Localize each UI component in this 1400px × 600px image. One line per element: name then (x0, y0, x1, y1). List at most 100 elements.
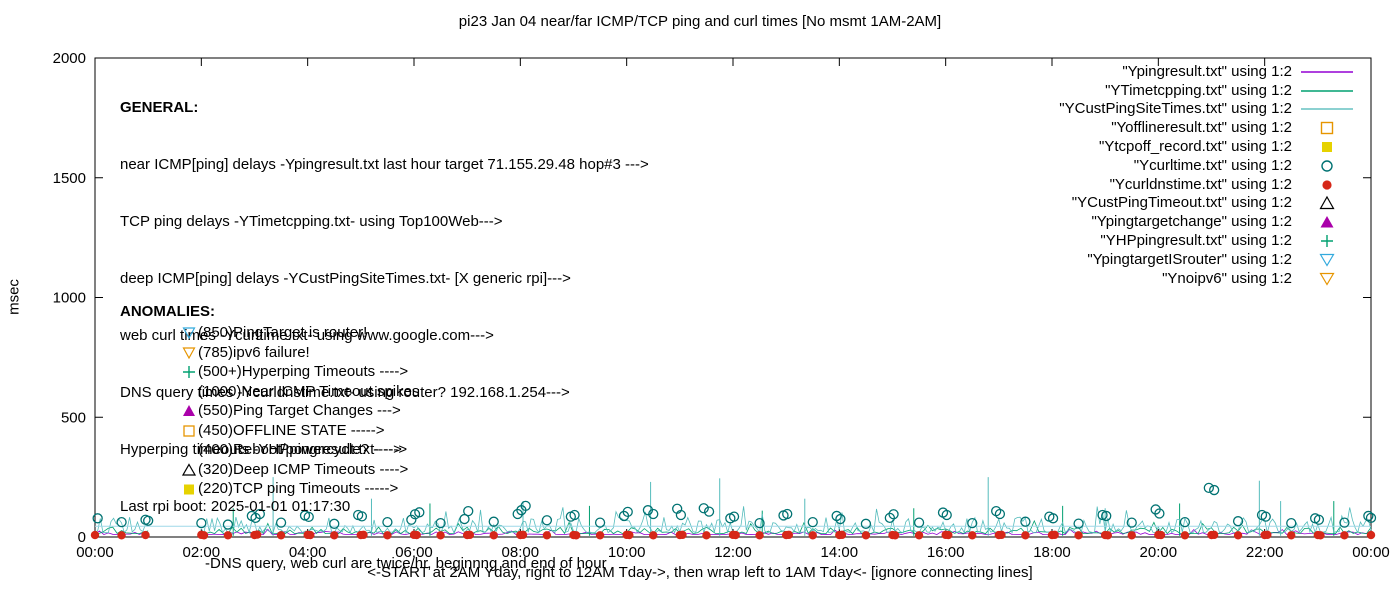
data-point (1260, 511, 1271, 522)
data-point (196, 517, 207, 529)
anomalies-notes: ANOMALIES: (850)PingTarget is router! (7… (120, 303, 419, 499)
anomaly-item: (500+)Hyperping Timeouts ----> (120, 362, 419, 382)
x-tick-label: 08:00 (502, 544, 540, 561)
data-point (968, 531, 977, 540)
data-point (436, 531, 445, 540)
y-tick-label: 2000 (53, 50, 86, 67)
data-point (276, 531, 286, 540)
line-sample-icon (1298, 101, 1356, 116)
x-tick-label: 16:00 (927, 544, 965, 561)
legend-label: "YTimetcpping.txt" using 1:2 (1105, 81, 1292, 99)
triangle-up-filled-icon (1298, 214, 1356, 229)
note-line: TCP ping delays -YTimetcpping.txt- using… (120, 213, 503, 230)
anomaly-item: (450)OFFLINE STATE -----> (120, 421, 419, 441)
legend-item: "Ynoipv6" using 1:2 (1059, 269, 1356, 288)
data-point (303, 511, 314, 523)
data-point (141, 530, 150, 540)
legend-label: "Ycurldnstime.txt" using 1:2 (1109, 175, 1292, 193)
data-point (330, 531, 339, 540)
legend-item: "Ycurldnstime.txt" using 1:2 (1059, 175, 1356, 194)
data-point (1232, 516, 1244, 527)
x-tick-label: 22:00 (1246, 544, 1284, 561)
legend-item: "YCustPingSiteTimes.txt" using 1:2 (1059, 100, 1356, 119)
legend-label: "Ypingtargetchange" using 1:2 (1091, 213, 1292, 231)
data-point (223, 531, 233, 540)
legend-item: "Ypingtargetchange" using 1:2 (1059, 212, 1356, 231)
legend: "Ypingresult.txt" using 1:2 "YTimetcppin… (1059, 62, 1356, 288)
anomaly-label: (550)Ping Target Changes ---> (198, 402, 401, 420)
data-point (252, 530, 262, 539)
line-sample-icon (1298, 83, 1356, 98)
data-point (1339, 517, 1350, 528)
x-tick-label: 00:00 (76, 544, 114, 561)
legend-item: "Ycurltime.txt" using 1:2 (1059, 156, 1356, 175)
legend-label: "YpingtargetISrouter" using 1:2 (1087, 250, 1292, 268)
note-line: deep ICMP[ping] delays -YCustPingSiteTim… (120, 270, 571, 287)
data-point (1366, 530, 1376, 540)
data-point (728, 511, 740, 522)
note-line: Hyperping timeouts -YHPpingresult.txt- -… (120, 441, 408, 458)
data-point (890, 531, 900, 540)
data-point (1233, 531, 1243, 540)
data-point (1316, 531, 1325, 540)
data-point (888, 509, 899, 520)
legend-label: "Yofflineresult.txt" using 1:2 (1111, 119, 1292, 137)
triangle-down-icon (180, 345, 197, 360)
data-point (675, 509, 687, 521)
anomaly-label: (400)Reboot/powercycle? ----> (198, 441, 402, 459)
data-point (356, 511, 368, 522)
data-point (594, 517, 606, 528)
data-point (489, 531, 498, 540)
data-point (306, 530, 315, 540)
data-point (541, 515, 553, 526)
data-point (1363, 510, 1374, 522)
data-point (997, 530, 1006, 540)
triangle-down-icon (1298, 271, 1356, 286)
anomaly-label: (500+)Hyperping Timeouts ----> (198, 363, 409, 381)
data-point (116, 517, 127, 528)
note-line: Last rpi boot: 2025-01-01 01:17:30 (120, 498, 351, 515)
data-point (754, 517, 765, 529)
data-point (1340, 531, 1349, 540)
legend-item: "YCustPingTimeout.txt" using 1:2 (1059, 194, 1356, 213)
circle-icon (1298, 158, 1356, 173)
plus-icon (180, 364, 197, 379)
data-point (1154, 508, 1165, 519)
data-point (1313, 514, 1325, 525)
triangle-down-icon (180, 325, 197, 340)
data-point (678, 530, 687, 540)
anomaly-item: (220)TCP ping Timeouts -----> (120, 479, 419, 499)
line-sample-icon (1298, 64, 1356, 79)
x-axis-caption: <-START at 2AM Yday, right to 12AM Tday-… (367, 564, 1033, 581)
anomaly-item: (850)PingTarget is router! (120, 323, 419, 343)
data-point (435, 517, 446, 529)
data-point (414, 507, 425, 518)
y-tick-label: 500 (61, 409, 86, 426)
data-point (1103, 531, 1113, 540)
data-point (222, 519, 234, 530)
data-point (382, 517, 393, 528)
data-point (488, 516, 499, 527)
data-point (1020, 516, 1031, 527)
square-filled-icon (180, 481, 197, 496)
x-tick-label: 10:00 (608, 544, 646, 561)
data-point (412, 530, 421, 540)
triangle-up-icon (1298, 195, 1356, 210)
data-point (994, 508, 1006, 520)
series-line (94, 506, 1372, 535)
data-point (914, 531, 924, 540)
data-point (944, 530, 953, 540)
legend-label: "Ynoipv6" using 1:2 (1162, 269, 1292, 287)
triangle-up-icon (180, 462, 197, 477)
data-point (1127, 531, 1136, 540)
data-point (117, 531, 126, 540)
data-point (1074, 531, 1083, 540)
anomaly-label: (1000)Near ICMP Timeout spikes (198, 382, 420, 400)
data-point (649, 531, 658, 540)
x-tick-label: 20:00 (1140, 544, 1178, 561)
anomaly-label: (220)TCP ping Timeouts -----> (198, 480, 399, 498)
note-line: web curl times -Ycurltime.txt- using www… (120, 327, 494, 344)
anomaly-item: (1000)Near ICMP Timeout spikes (120, 382, 419, 402)
